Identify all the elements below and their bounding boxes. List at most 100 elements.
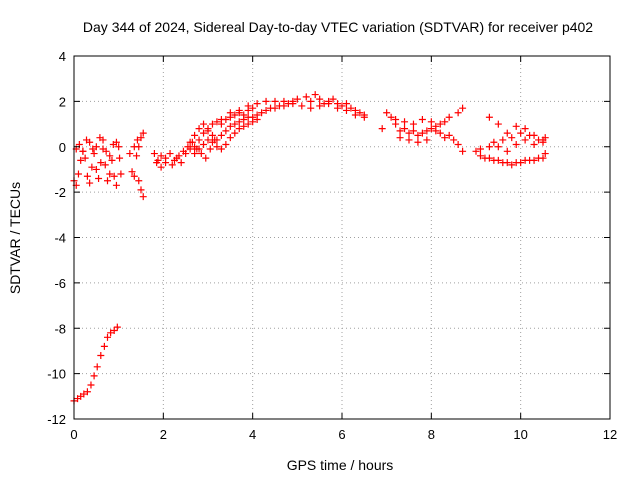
data-point — [401, 125, 409, 133]
data-point — [106, 170, 114, 178]
data-point — [499, 136, 507, 144]
data-point — [541, 134, 549, 142]
data-point — [459, 104, 467, 112]
data-point — [485, 154, 493, 162]
data-point — [378, 125, 386, 133]
data-point — [316, 102, 324, 110]
data-point — [445, 131, 453, 139]
x-tick-label: 6 — [338, 427, 345, 442]
data-point — [153, 159, 161, 167]
data-point — [235, 118, 243, 126]
data-point — [342, 106, 350, 114]
data-point — [387, 113, 395, 121]
data-point — [112, 138, 120, 146]
data-point — [102, 147, 110, 155]
data-point — [231, 111, 239, 119]
y-tick-label: -6 — [54, 276, 66, 291]
data-point — [197, 150, 205, 158]
data-point — [445, 113, 453, 121]
data-point — [97, 159, 105, 167]
data-point — [517, 159, 525, 167]
data-point — [99, 136, 107, 144]
data-point — [130, 172, 138, 180]
y-tick-label: 0 — [59, 140, 66, 155]
data-point — [110, 172, 118, 180]
data-point — [494, 120, 502, 128]
data-point — [244, 120, 252, 128]
data-point — [405, 129, 413, 137]
data-point — [200, 120, 208, 128]
data-point — [409, 120, 417, 128]
data-point — [217, 116, 225, 124]
data-point — [92, 165, 100, 173]
y-tick-label: -8 — [54, 321, 66, 336]
data-point — [186, 138, 194, 146]
data-point — [360, 113, 368, 121]
data-point — [535, 136, 543, 144]
data-point — [93, 363, 101, 371]
data-point — [128, 168, 136, 176]
data-point — [271, 104, 279, 112]
data-point — [106, 152, 114, 160]
data-point — [217, 145, 225, 153]
data-point — [191, 150, 199, 158]
data-point — [77, 156, 85, 164]
data-point — [195, 145, 203, 153]
data-point — [110, 327, 118, 335]
data-point — [307, 104, 315, 112]
data-point — [133, 136, 141, 144]
data-point — [126, 150, 134, 158]
data-point — [490, 138, 498, 146]
data-point — [249, 104, 257, 112]
ticks-layer: 0 2 4 6 8 10 12 4 2 0 -2 -4 -6 -8 -10 -12 — [47, 49, 617, 442]
data-point — [405, 136, 413, 144]
data-point — [521, 125, 529, 133]
data-point — [195, 136, 203, 144]
data-point — [342, 100, 350, 108]
data-point — [401, 118, 409, 126]
data-point — [112, 181, 120, 189]
points-layer — [70, 91, 549, 405]
data-point — [235, 106, 243, 114]
data-point — [113, 323, 121, 331]
data-point — [338, 102, 346, 110]
data-point — [392, 116, 400, 124]
data-point — [208, 138, 216, 146]
data-point — [97, 351, 105, 359]
data-point — [253, 100, 261, 108]
data-point — [79, 147, 87, 155]
data-point — [231, 129, 239, 137]
y-tick-label: 4 — [59, 49, 66, 64]
data-point — [222, 140, 230, 148]
data-point — [104, 333, 111, 341]
data-point — [512, 122, 520, 130]
data-point — [117, 170, 125, 178]
data-point — [503, 129, 511, 137]
data-point — [249, 118, 257, 126]
x-tick-label: 4 — [249, 427, 256, 442]
data-point — [289, 97, 297, 105]
data-point — [87, 381, 95, 389]
data-point — [166, 150, 174, 158]
data-point — [396, 134, 404, 142]
data-point — [101, 161, 109, 169]
data-point — [208, 120, 216, 128]
data-point — [83, 172, 91, 180]
data-point — [383, 109, 391, 117]
data-point — [539, 154, 547, 162]
data-point — [115, 143, 123, 151]
data-point — [191, 143, 199, 151]
data-point — [262, 97, 270, 105]
data-point — [74, 170, 82, 178]
data-point — [108, 156, 116, 164]
data-point — [530, 140, 538, 148]
data-point — [418, 129, 426, 137]
data-point — [204, 127, 212, 135]
data-point — [280, 97, 288, 105]
data-point — [89, 145, 97, 153]
data-point — [409, 127, 417, 135]
data-point — [356, 109, 364, 117]
data-point — [244, 102, 252, 110]
data-point — [311, 91, 319, 99]
data-point — [459, 147, 467, 155]
